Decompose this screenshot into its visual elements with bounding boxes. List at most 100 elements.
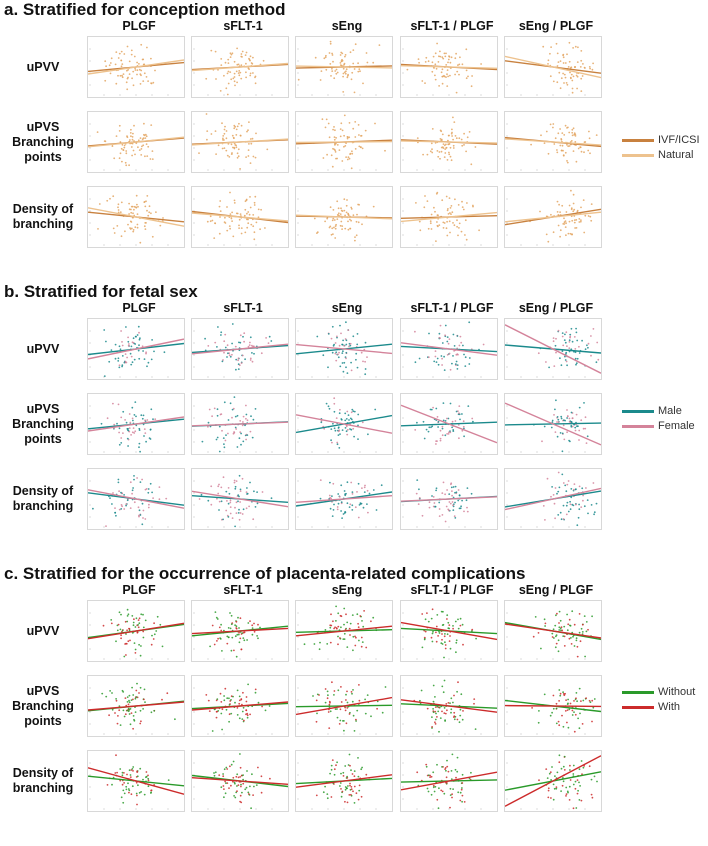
section-title-c: c. Stratified for the occurrence of plac… [4,564,526,583]
data-point [445,146,448,149]
data-point [555,787,558,790]
data-point [142,80,145,82]
data-point [553,502,556,505]
data-point [426,153,429,156]
data-point [580,627,583,630]
data-point [445,64,448,66]
data-point [111,692,113,694]
data-point [343,361,346,364]
scatter-plot [505,687,601,735]
data-point [128,789,131,792]
data-point [249,55,252,58]
data-point [574,787,577,790]
data-point [468,321,471,324]
data-point [583,151,585,154]
data-point [260,791,263,794]
data-point [110,57,113,60]
data-point [152,418,154,421]
data-point [131,138,134,141]
data-point [416,137,419,139]
scatter-panel [295,600,393,662]
scatter-panel [295,36,393,98]
data-point [569,779,572,781]
scatter-plot [192,611,288,660]
data-point [555,337,557,340]
data-point [561,144,564,147]
data-point [347,329,350,331]
column-header: sEng [331,583,363,597]
data-point [554,137,557,140]
data-point [426,707,429,710]
data-point [134,626,137,628]
data-point [569,503,572,506]
data-point [438,632,441,634]
data-point [576,357,579,360]
data-point [270,340,273,342]
data-point [334,151,337,153]
scatter-plot [505,189,601,246]
data-point [555,702,558,705]
data-point [335,137,337,139]
data-point [556,421,558,423]
data-point [216,408,219,411]
data-point [579,220,582,223]
regression-line [296,140,392,144]
data-point [350,78,353,81]
data-point [339,224,342,227]
data-point [145,440,147,443]
data-point [214,771,217,774]
data-point [328,727,331,729]
data-point [223,128,226,131]
data-point [568,347,571,349]
data-point [115,51,118,53]
data-point [342,771,345,774]
data-point [232,780,234,783]
data-point [434,723,437,725]
data-point [220,486,223,489]
data-point [231,416,233,419]
data-point [576,655,579,658]
data-point [136,770,138,773]
scatter-plot [88,325,184,378]
data-point [338,447,341,449]
scatter-plot [296,479,392,528]
data-point [356,613,359,616]
data-point [149,482,152,485]
data-point [562,62,565,64]
data-point [556,65,559,67]
data-point [234,487,237,490]
data-point [210,485,213,488]
data-point [360,351,363,354]
data-point [216,414,219,417]
data-point [563,645,566,647]
regression-line [505,55,601,79]
data-point [364,484,366,487]
data-point [243,719,245,722]
data-point [568,799,571,801]
data-point [121,629,124,632]
data-point [230,763,233,766]
data-point [230,53,233,56]
data-point [358,145,361,148]
data-point [575,331,578,334]
data-point [569,624,572,627]
data-point [423,638,426,641]
data-point [446,417,448,420]
data-point [327,333,330,335]
data-point [132,70,135,73]
data-point [438,332,441,335]
data-point [416,421,418,424]
data-point [249,713,251,716]
data-point [238,70,241,72]
data-point [430,228,433,230]
data-point [347,785,349,787]
data-point [206,138,208,141]
data-point [576,792,579,795]
data-point [146,419,149,421]
data-point [355,792,358,795]
data-point [471,628,474,631]
data-point [441,710,443,713]
data-point [482,343,485,346]
data-point [250,142,253,145]
data-point [559,128,561,130]
